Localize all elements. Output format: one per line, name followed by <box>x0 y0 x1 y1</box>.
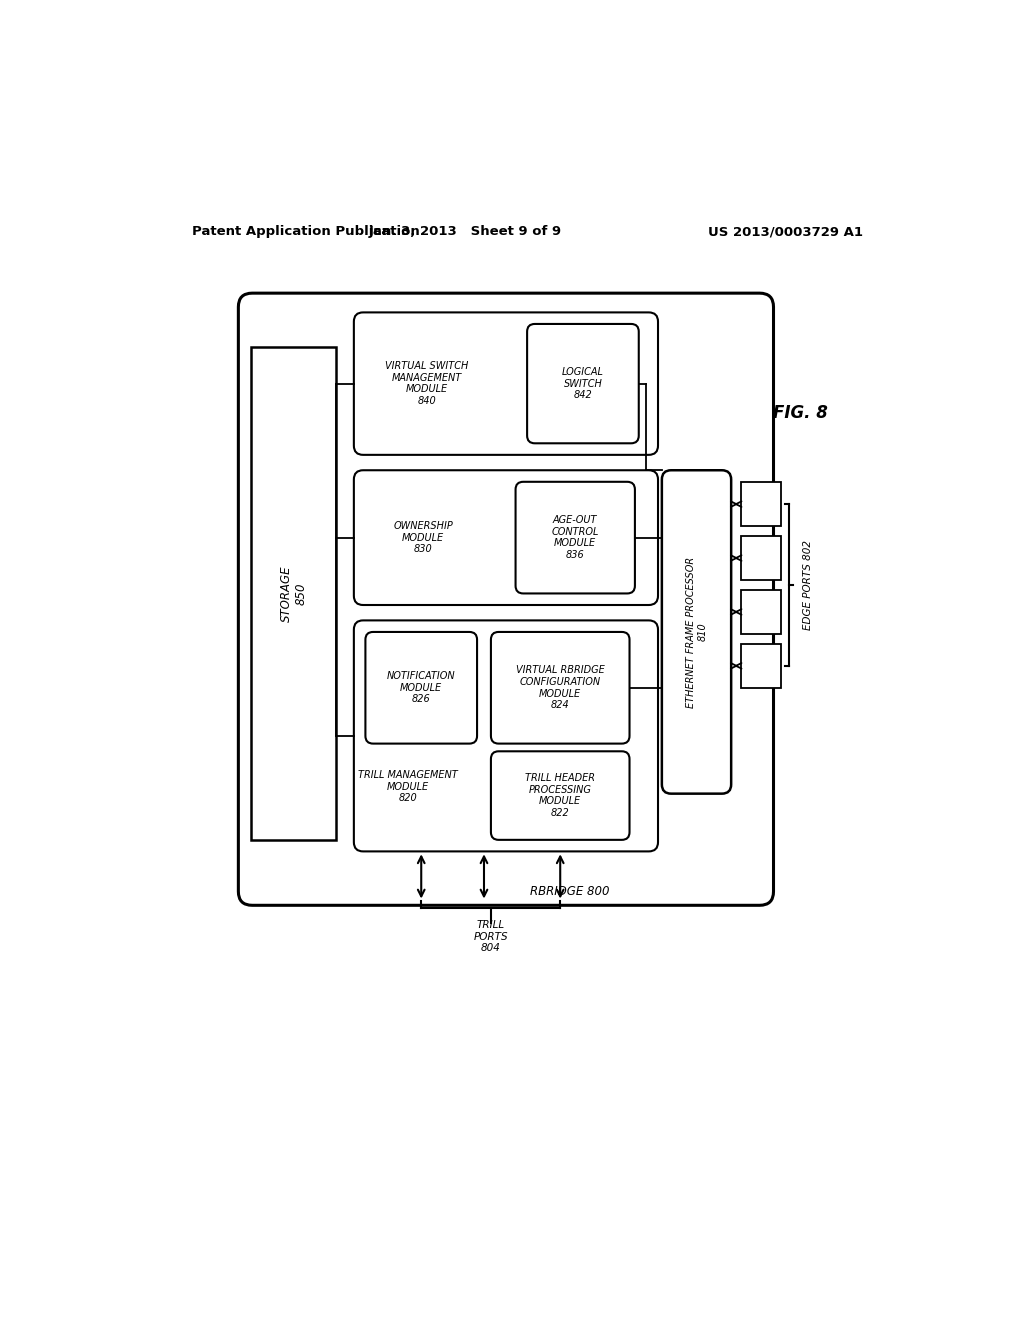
FancyBboxPatch shape <box>490 632 630 743</box>
FancyBboxPatch shape <box>366 632 477 743</box>
FancyBboxPatch shape <box>354 620 658 851</box>
Bar <box>252 347 336 840</box>
FancyBboxPatch shape <box>527 323 639 444</box>
Text: OWNERSHIP
MODULE
830: OWNERSHIP MODULE 830 <box>393 521 453 554</box>
Bar <box>741 644 781 688</box>
Text: FIG. 8: FIG. 8 <box>773 404 827 421</box>
FancyBboxPatch shape <box>662 470 731 793</box>
Text: TRILL
PORTS
804: TRILL PORTS 804 <box>473 920 508 953</box>
Bar <box>741 590 781 635</box>
Bar <box>741 482 781 527</box>
Text: STORAGE
850: STORAGE 850 <box>280 565 308 622</box>
FancyBboxPatch shape <box>490 751 630 840</box>
Text: ETHERNET FRAME PROCESSOR
810: ETHERNET FRAME PROCESSOR 810 <box>686 557 708 708</box>
Text: Jan. 3, 2013   Sheet 9 of 9: Jan. 3, 2013 Sheet 9 of 9 <box>369 224 562 238</box>
Text: LOGICAL
SWITCH
842: LOGICAL SWITCH 842 <box>562 367 604 400</box>
Text: RBRIDGE 800: RBRIDGE 800 <box>530 884 610 898</box>
Text: NOTIFICATION
MODULE
826: NOTIFICATION MODULE 826 <box>387 671 456 705</box>
FancyBboxPatch shape <box>515 482 635 594</box>
Text: AGE-OUT
CONTROL
MODULE
836: AGE-OUT CONTROL MODULE 836 <box>552 515 599 560</box>
Text: TRILL MANAGEMENT
MODULE
820: TRILL MANAGEMENT MODULE 820 <box>357 770 458 804</box>
FancyBboxPatch shape <box>354 470 658 605</box>
Text: EDGE PORTS 802: EDGE PORTS 802 <box>803 540 813 630</box>
Text: TRILL HEADER
PROCESSING
MODULE
822: TRILL HEADER PROCESSING MODULE 822 <box>525 774 595 818</box>
Bar <box>741 536 781 581</box>
Text: US 2013/0003729 A1: US 2013/0003729 A1 <box>708 224 862 238</box>
FancyBboxPatch shape <box>239 293 773 906</box>
Text: VIRTUAL SWITCH
MANAGEMENT
MODULE
840: VIRTUAL SWITCH MANAGEMENT MODULE 840 <box>385 362 469 407</box>
Text: Patent Application Publication: Patent Application Publication <box>193 224 420 238</box>
FancyBboxPatch shape <box>354 313 658 455</box>
Text: VIRTUAL RBRIDGE
CONFIGURATION
MODULE
824: VIRTUAL RBRIDGE CONFIGURATION MODULE 824 <box>516 665 604 710</box>
